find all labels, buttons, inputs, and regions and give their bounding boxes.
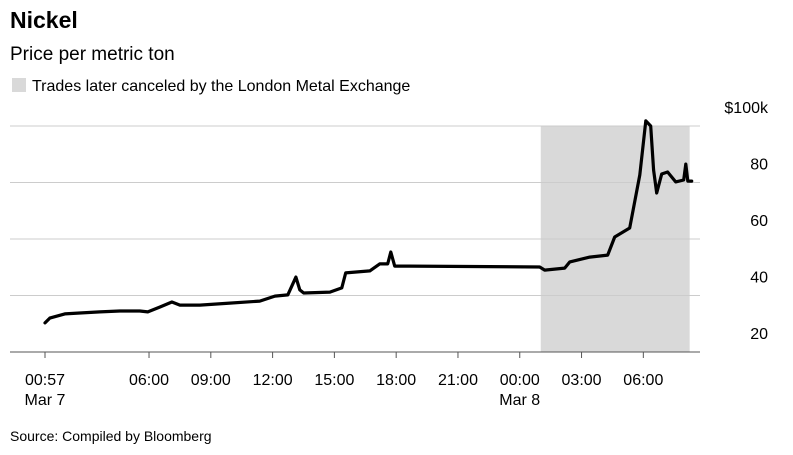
x-tick-label: 12:00 — [253, 372, 293, 389]
x-tick-label: 06:00 — [129, 372, 169, 389]
x-tick-label: 09:00 — [191, 372, 231, 389]
x-tick-date: Mar 8 — [499, 392, 540, 409]
x-tick-label: 00:57 — [25, 372, 65, 389]
legend-swatch — [12, 78, 26, 92]
price-line — [43, 119, 694, 325]
y-tick-label: 80 — [750, 157, 768, 174]
y-tick-label: 20 — [750, 326, 768, 343]
source: Source: Compiled by Bloomberg — [10, 428, 212, 444]
chart-subtitle: Price per metric ton — [10, 44, 175, 65]
x-tick-label: 15:00 — [314, 372, 354, 389]
x-tick-label: 00:00 — [500, 372, 540, 389]
x-tick-label: 03:00 — [562, 372, 602, 389]
x-tick-date: Mar 7 — [25, 392, 66, 409]
x-tick-label: 06:00 — [623, 372, 663, 389]
y-tick-label: 60 — [750, 213, 768, 230]
x-tick-label: 18:00 — [376, 372, 416, 389]
legend-label: Trades later canceled by the London Meta… — [32, 78, 410, 95]
x-tick-label: 21:00 — [438, 372, 478, 389]
chart-title: Nickel — [10, 7, 78, 33]
y-tick-label: $100k — [724, 100, 769, 117]
y-tick-label: 40 — [750, 270, 768, 287]
